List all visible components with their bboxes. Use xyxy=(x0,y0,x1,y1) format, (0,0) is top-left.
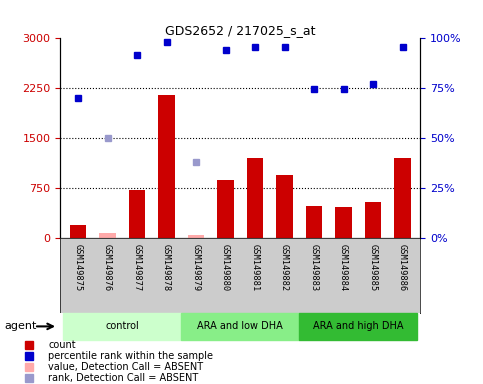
Text: GSM149879: GSM149879 xyxy=(192,244,200,291)
Bar xyxy=(276,175,293,238)
Text: ARA and low DHA: ARA and low DHA xyxy=(198,321,283,331)
Text: GSM149882: GSM149882 xyxy=(280,244,289,291)
Bar xyxy=(217,180,234,238)
Bar xyxy=(63,313,181,340)
Bar xyxy=(299,313,417,340)
Text: GSM149885: GSM149885 xyxy=(369,244,378,291)
Text: GSM149881: GSM149881 xyxy=(251,244,259,291)
Text: percentile rank within the sample: percentile rank within the sample xyxy=(48,351,213,361)
Text: GSM149886: GSM149886 xyxy=(398,244,407,291)
Text: GSM149883: GSM149883 xyxy=(310,244,318,291)
Text: agent: agent xyxy=(5,321,37,331)
Bar xyxy=(306,206,322,238)
Bar xyxy=(247,158,263,238)
Text: count: count xyxy=(48,340,76,350)
Bar xyxy=(188,235,204,238)
Bar xyxy=(181,313,299,340)
Text: ARA and high DHA: ARA and high DHA xyxy=(313,321,403,331)
Text: GSM149884: GSM149884 xyxy=(339,244,348,291)
Text: control: control xyxy=(105,321,139,331)
Bar xyxy=(395,158,411,238)
Text: GSM149880: GSM149880 xyxy=(221,244,230,291)
Text: value, Detection Call = ABSENT: value, Detection Call = ABSENT xyxy=(48,362,203,372)
Bar xyxy=(129,190,145,238)
Text: GSM149876: GSM149876 xyxy=(103,244,112,291)
Text: GSM149875: GSM149875 xyxy=(73,244,83,291)
Text: GSM149877: GSM149877 xyxy=(132,244,142,291)
Bar xyxy=(99,233,115,238)
Bar xyxy=(70,225,86,238)
Title: GDS2652 / 217025_s_at: GDS2652 / 217025_s_at xyxy=(165,24,315,37)
Text: GSM149878: GSM149878 xyxy=(162,244,171,291)
Bar xyxy=(365,202,381,238)
Text: rank, Detection Call = ABSENT: rank, Detection Call = ABSENT xyxy=(48,374,199,384)
Bar xyxy=(335,207,352,238)
Bar xyxy=(158,95,175,238)
